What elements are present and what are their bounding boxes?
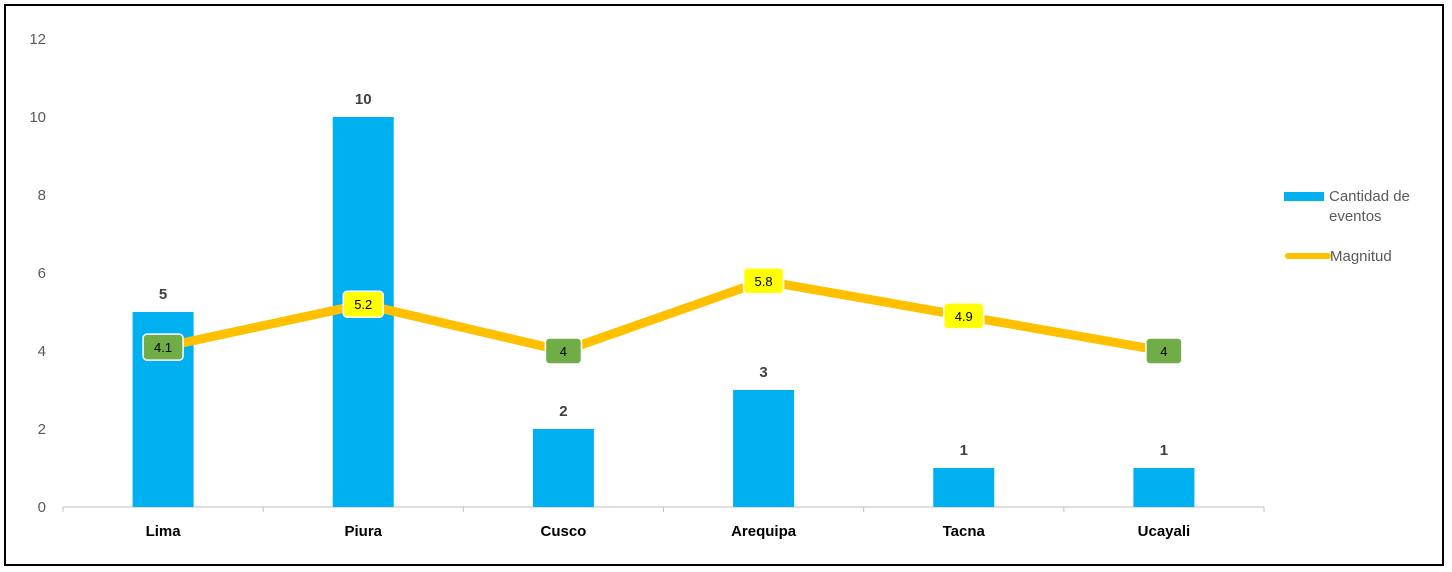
- y-tick-label: 2: [38, 421, 46, 438]
- x-tick-label: Piura: [344, 523, 382, 540]
- line-point-label-box: [544, 337, 583, 365]
- line-point-label-box: [142, 333, 184, 361]
- y-axis: 0 2 4 6 8 10 12: [29, 31, 46, 516]
- line-point-label-text: 5.2: [354, 297, 372, 312]
- legend-item-bars[interactable]: Cantidad de eventos: [1284, 188, 1414, 225]
- data-labels: 5 10 2 3 1 1 4.1 5.2 4 5.8 4.9 4: [142, 91, 1183, 459]
- x-tick-label: Arequipa: [731, 523, 797, 540]
- x-tick-label: Ucayali: [1138, 523, 1191, 540]
- line-point-label-box: [742, 267, 785, 295]
- line-point-label-text: 4: [1160, 344, 1167, 359]
- y-tick-label: 0: [38, 499, 46, 516]
- legend-label-line: Magnitud: [1330, 248, 1392, 265]
- legend-label-bars-line1: Cantidad de: [1329, 188, 1410, 205]
- legend-swatch-bars: [1284, 192, 1324, 201]
- bar: [532, 429, 594, 507]
- bar-value-label: 2: [559, 403, 567, 420]
- y-tick-label: 12: [29, 31, 46, 48]
- line-point-label: 4.9: [943, 302, 985, 330]
- chart-frame: 0 2 4 6 8 10 12 Lima Piura Cusco Arequipa Tacna Uca…: [4, 4, 1444, 566]
- line-point-label: 4: [544, 337, 583, 365]
- bar-value-label: 3: [759, 364, 767, 381]
- svg-text:Cantidad de eventos: Cantidad de eventos: [1329, 188, 1414, 225]
- x-tick-label: Tacna: [943, 523, 986, 540]
- magnitude-line: [158, 276, 1169, 356]
- y-tick-label: 4: [38, 343, 46, 360]
- bar: [1133, 468, 1195, 507]
- line-point-label: 4.1: [142, 333, 184, 361]
- y-tick-label: 8: [38, 187, 46, 204]
- line-point-label-text: 4.1: [154, 340, 172, 355]
- line-point-label-text: 4.9: [955, 309, 973, 324]
- bar: [733, 390, 795, 507]
- bar-value-label: 1: [960, 442, 968, 459]
- legend-item-line[interactable]: Magnitud: [1285, 248, 1392, 265]
- line-point-label-box: [342, 290, 384, 318]
- bar-value-label: 10: [355, 91, 372, 108]
- line-point-label: 4: [1145, 337, 1183, 365]
- bar-value-label: 1: [1160, 442, 1168, 459]
- line-point-label: 5.2: [342, 290, 384, 318]
- line-series: [158, 276, 1169, 356]
- line-point-label: 5.8: [742, 267, 785, 295]
- x-tick-label: Cusco: [540, 523, 586, 540]
- line-point-label-text: 4: [560, 344, 567, 359]
- bar: [933, 468, 995, 507]
- line-point-label-text: 5.8: [755, 274, 773, 289]
- line-point-label-box: [943, 302, 985, 330]
- x-tick-label: Lima: [146, 523, 182, 540]
- legend: Cantidad de eventos Magnitud: [1284, 188, 1414, 265]
- y-tick-label: 6: [38, 265, 46, 282]
- y-tick-label: 10: [29, 109, 46, 126]
- line-point-label-box: [1145, 337, 1183, 365]
- x-axis: Lima Piura Cusco Arequipa Tacna Ucayali: [62, 506, 1265, 540]
- bar-value-label: 5: [159, 286, 167, 303]
- legend-label-bars-line2: eventos: [1329, 208, 1382, 225]
